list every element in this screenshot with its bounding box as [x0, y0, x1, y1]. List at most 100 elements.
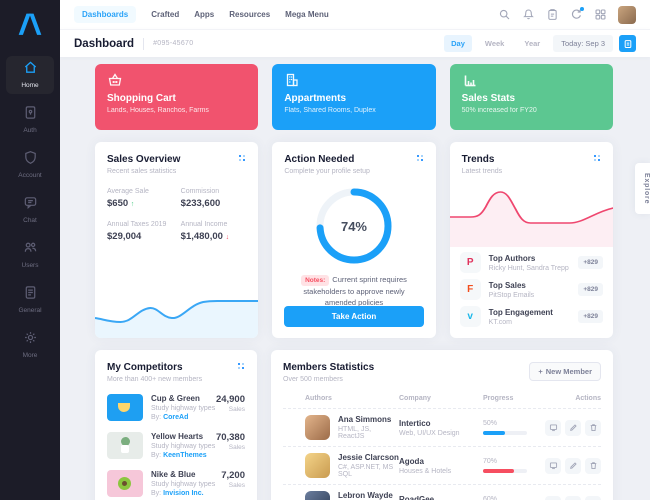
notes-text: Notes: Current sprint requires stakeholde… [284, 274, 423, 308]
product-thumbnail [107, 432, 143, 459]
nav-mega-menu[interactable]: Mega Menu [285, 10, 329, 19]
competitor-link[interactable]: KeenThemes [163, 452, 207, 459]
sidebar-item-users[interactable]: Users [6, 236, 54, 274]
sales-overview-subtitle: Recent sales statistics [107, 168, 177, 175]
edit-button[interactable] [565, 495, 581, 500]
plus-icon: + [538, 367, 543, 376]
nav-dashboards[interactable]: Dashboards [74, 6, 137, 23]
competitor-link[interactable]: CoreAd [163, 414, 189, 421]
app-logo[interactable] [13, 8, 47, 42]
progress-donut-chart: 74% [312, 184, 396, 268]
user-avatar[interactable] [618, 5, 636, 24]
view-button[interactable] [545, 419, 561, 436]
view-button[interactable] [545, 457, 561, 474]
card-subtitle: Flats, Shared Rooms, Duplex [284, 107, 376, 114]
chat-icon [23, 195, 38, 210]
trends-line-chart [449, 181, 613, 247]
sidebar-item-label: Users [21, 262, 39, 269]
sidebar-item-label: Account [18, 172, 42, 179]
sidebar-item-general[interactable]: General [6, 281, 54, 319]
range-week-button[interactable]: Week [484, 39, 505, 48]
delete-button[interactable] [585, 419, 601, 436]
clipboard-icon[interactable] [546, 8, 559, 21]
grid-apps-icon[interactable] [594, 8, 607, 21]
sidebar-item-label: General [18, 307, 42, 314]
edit-button[interactable] [565, 419, 581, 436]
delete-button[interactable] [585, 495, 601, 500]
stat-commission: Commission $233,600 [180, 188, 221, 209]
trend-item-top-engagement[interactable]: v Top Engagement KT.com +829 [459, 303, 603, 330]
column-progress: Progress [483, 395, 514, 402]
nav-crafted[interactable]: Crafted [151, 10, 180, 19]
member-name[interactable]: Lebron Wayde [338, 491, 393, 500]
sidebar-item-auth[interactable]: Auth [6, 101, 54, 139]
bell-icon[interactable] [522, 8, 535, 21]
trend-badge: +829 [578, 310, 603, 323]
table-row: Ana Simmons HTML, JS, ReactJS Intertico … [283, 408, 601, 446]
trends-subtitle: Latest trends [461, 168, 503, 175]
explore-tab[interactable]: Explore [635, 163, 650, 215]
product-thumbnail [107, 394, 143, 421]
column-actions: Actions [575, 395, 601, 402]
edit-button[interactable] [565, 457, 581, 474]
shopping-basket-icon [107, 72, 246, 88]
trend-badge: +829 [578, 256, 603, 269]
member-avatar [305, 453, 330, 478]
sidebar-item-chat[interactable]: Chat [6, 191, 54, 229]
calendar-button[interactable] [619, 35, 636, 52]
sidebar-item-label: Auth [23, 127, 37, 134]
search-icon[interactable] [498, 8, 511, 21]
nav-resources[interactable]: Resources [229, 10, 271, 19]
trend-up-icon: ↑ [130, 201, 135, 208]
notification-dot [580, 7, 584, 11]
take-action-button[interactable]: Take Action [284, 306, 424, 327]
figma-icon: F [459, 279, 481, 300]
notes-badge: Notes: [301, 275, 330, 286]
card-title: Appartments [284, 93, 347, 104]
table-row: Lebron Wayde PHP, Laravel, VueJS RoadGee… [283, 484, 601, 500]
card-menu-icon[interactable] [238, 154, 247, 162]
shopping-cart-card[interactable]: Shopping Cart Lands, Houses, Ranchos, Fa… [95, 64, 259, 130]
page-title: Dashboard [74, 37, 135, 50]
sales-overview-card: Sales Overview Recent sales statistics A… [95, 142, 259, 338]
new-member-button[interactable]: + New Member [529, 362, 601, 381]
progress-percentage: 74% [340, 218, 367, 234]
member-name[interactable]: Jessie Clarcson [338, 453, 399, 462]
product-thumbnail [107, 470, 143, 497]
main-area: Dashboards Crafted Apps Resources Mega M… [60, 0, 650, 500]
sidebar: Home Auth Account Chat Users General Mor… [0, 0, 60, 500]
sidebar-item-account[interactable]: Account [6, 146, 54, 184]
refresh-icon[interactable] [570, 7, 584, 21]
appartments-card[interactable]: Appartments Flats, Shared Rooms, Duplex [272, 64, 436, 130]
range-year-button[interactable]: Year [524, 39, 541, 48]
nav-apps[interactable]: Apps [194, 10, 215, 19]
trend-item-top-sales[interactable]: F Top Sales PitStop Emails +829 [459, 276, 603, 303]
trend-item-top-authors[interactable]: P Top Authors Ricky Hunt, Sandra Trepp +… [459, 249, 603, 276]
delete-button[interactable] [585, 457, 601, 474]
range-day-button[interactable]: Day [444, 35, 472, 52]
competitor-row[interactable]: Nike & Blue Study highway types By: Invi… [107, 470, 245, 497]
trends-card: Trends Latest trends P Top Authors [449, 142, 613, 338]
competitor-link[interactable]: Invision Inc. [163, 490, 204, 497]
building-icon [284, 72, 423, 88]
competitor-row[interactable]: Yellow Hearts Study highway types By: Ke… [107, 432, 245, 459]
card-menu-icon[interactable] [237, 362, 245, 370]
card-menu-icon[interactable] [415, 154, 424, 162]
member-avatar [305, 491, 330, 500]
card-title: Sales Stats [461, 93, 516, 104]
shield-icon [23, 150, 38, 165]
competitor-row[interactable]: Cup & Green Study highway types By: Core… [107, 394, 245, 421]
sales-stats-card[interactable]: Sales Stats 50% increased for FY20 [449, 64, 613, 130]
trends-title: Trends [461, 154, 495, 165]
top-navbar: Dashboards Crafted Apps Resources Mega M… [60, 0, 650, 29]
view-button[interactable] [545, 495, 561, 500]
pinterest-icon: P [459, 252, 481, 273]
sidebar-item-home[interactable]: Home [6, 56, 54, 94]
competitors-title: My Competitors [107, 362, 183, 373]
action-needed-title: Action Needed [284, 154, 355, 165]
sidebar-item-more[interactable]: More [6, 326, 54, 364]
today-button[interactable]: Today: Sep 3 [553, 35, 613, 52]
trend-badge: +829 [578, 283, 603, 296]
card-menu-icon[interactable] [592, 154, 601, 162]
member-name[interactable]: Ana Simmons [338, 415, 392, 424]
